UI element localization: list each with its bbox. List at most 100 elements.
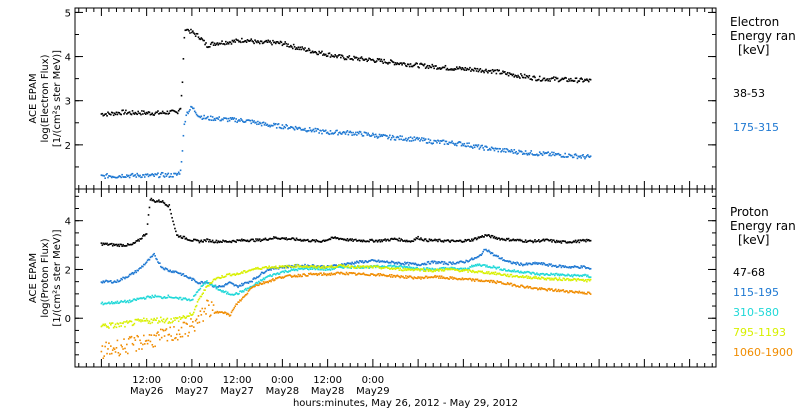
data-point: [265, 266, 268, 268]
data-point: [537, 273, 539, 276]
data-point: [324, 273, 326, 276]
data-point: [133, 242, 136, 244]
data-point: [302, 268, 304, 271]
data-point: [247, 282, 250, 284]
data-point: [225, 290, 227, 293]
data-point: [470, 266, 472, 268]
data-point: [212, 241, 215, 244]
data-point: [504, 260, 507, 262]
data-point: [363, 59, 366, 61]
data-point: [207, 115, 209, 118]
data-point: [468, 269, 470, 271]
data-point: [149, 113, 152, 116]
data-point: [271, 124, 273, 127]
data-point: [525, 241, 528, 243]
data-point: [169, 175, 172, 178]
data-point: [216, 310, 219, 313]
data-point: [150, 173, 153, 176]
data-point: [539, 278, 542, 280]
data-point: [258, 284, 260, 287]
data-point: [368, 259, 370, 262]
data-point: [554, 154, 556, 157]
data-point: [459, 270, 462, 273]
data-point: [172, 297, 174, 299]
data-point: [374, 265, 377, 268]
data-point: [554, 79, 556, 81]
data-point: [578, 290, 581, 293]
data-point: [497, 69, 500, 72]
data-point: [488, 69, 490, 72]
data-point: [456, 67, 459, 70]
data-point: [167, 294, 170, 297]
data-point: [461, 67, 464, 69]
data-point: [501, 237, 503, 240]
data-point: [544, 264, 547, 266]
data-point: [582, 278, 584, 281]
data-point: [522, 272, 525, 274]
data-point: [356, 267, 358, 270]
data-point: [464, 269, 467, 271]
data-point: [264, 281, 267, 283]
data-point: [229, 117, 232, 119]
data-point: [125, 176, 127, 179]
data-point: [493, 273, 496, 275]
data-point: [473, 67, 476, 70]
data-point: [312, 128, 315, 131]
data-point: [133, 174, 136, 177]
data-point: [575, 266, 578, 268]
data-point: [255, 238, 257, 240]
data-point: [122, 348, 124, 350]
data-point: [202, 292, 204, 294]
data-point: [158, 176, 160, 179]
data-point: [208, 282, 210, 285]
data-point: [274, 237, 276, 239]
data-point: [217, 118, 220, 120]
data-point: [572, 240, 575, 242]
data-point: [503, 259, 505, 261]
data-point: [502, 70, 504, 73]
data-point: [546, 263, 549, 266]
data-point: [549, 279, 551, 281]
data-point: [272, 237, 274, 240]
data-point: [338, 238, 340, 241]
data-point: [160, 297, 163, 299]
data-point: [201, 118, 204, 120]
data-point: [103, 281, 106, 284]
data-point: [112, 114, 115, 117]
data-point: [587, 239, 589, 242]
data-point: [351, 238, 353, 240]
data-point: [402, 266, 404, 269]
data-point: [561, 265, 564, 267]
data-point: [180, 274, 183, 277]
data-point: [536, 153, 538, 156]
data-point: [389, 261, 392, 264]
data-point: [340, 263, 342, 266]
data-point: [495, 267, 498, 270]
data-point: [267, 239, 270, 241]
data-point: [234, 305, 237, 307]
data-point: [446, 263, 449, 266]
data-point: [131, 271, 134, 274]
data-point: [186, 276, 188, 278]
data-point: [345, 271, 348, 274]
data-point: [377, 136, 380, 138]
data-point: [368, 274, 370, 277]
data-point: [196, 282, 199, 284]
data-point: [271, 267, 273, 270]
data-point: [104, 323, 106, 325]
data-point: [109, 280, 111, 283]
data-point: [285, 237, 287, 239]
data-point: [251, 40, 254, 42]
data-point: [169, 326, 172, 329]
data-point: [503, 150, 505, 153]
data-point: [543, 278, 546, 281]
data-point: [119, 322, 122, 324]
data-point: [252, 121, 254, 123]
data-point: [217, 240, 220, 243]
data-point: [379, 60, 382, 62]
data-point: [313, 265, 316, 267]
data-point: [500, 72, 502, 75]
data-point: [119, 113, 122, 115]
data-point: [395, 275, 398, 277]
data-point: [537, 273, 540, 276]
